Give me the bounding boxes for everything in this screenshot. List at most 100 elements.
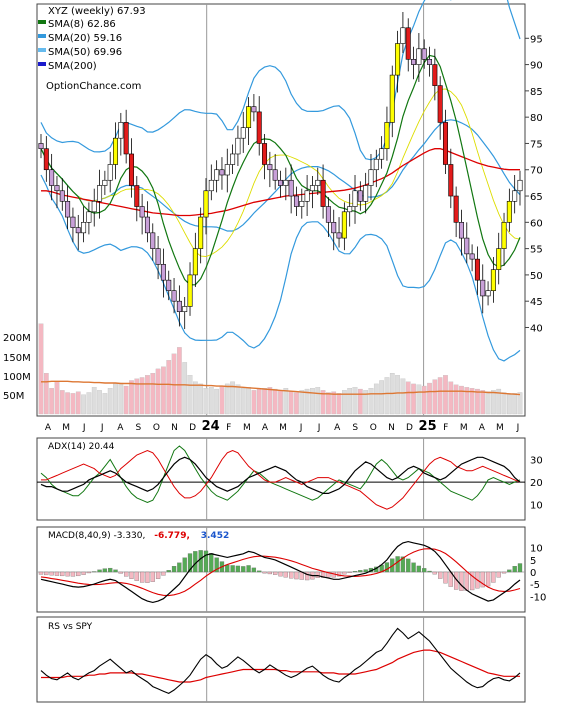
macd-line (40, 540, 521, 604)
volume-bar (304, 388, 310, 415)
candle-body (102, 179, 108, 186)
candle-body (176, 300, 182, 313)
volume-bar (437, 377, 443, 415)
x-tick-label: F (443, 423, 448, 433)
volume-bar (443, 375, 448, 415)
candle-body (432, 64, 438, 86)
price-legend: XYZ (weekly) 67.93 SMA(8) 62.86 SMA(20) 5… (38, 6, 146, 92)
macd-signal-line (40, 548, 521, 597)
macd-histogram-bar (230, 565, 235, 573)
volume-bar (326, 392, 331, 415)
grid (37, 4, 525, 702)
x-tick-label: J (82, 423, 86, 433)
volume-bar (81, 394, 86, 415)
macd-histogram-bar (209, 553, 214, 573)
volume-bar (246, 387, 251, 415)
rs-average-line (41, 649, 520, 683)
macd-histogram-bar (326, 571, 331, 578)
volume-bar (379, 380, 384, 415)
macd-histogram-bar (416, 565, 422, 573)
candle-body (272, 169, 278, 181)
candle-body (65, 200, 71, 218)
x-tick-label: A (262, 423, 269, 433)
adx-panel (36, 437, 526, 521)
candle-body (251, 106, 257, 113)
volume-bar (453, 384, 459, 415)
volume-bar (54, 381, 60, 415)
volume-bar (145, 375, 150, 415)
volume-bar (75, 391, 81, 415)
volume-tick-label: 200M (3, 333, 31, 344)
x-tick-label: D (189, 423, 196, 433)
volume-bar (208, 387, 214, 415)
macd-histogram-bar (496, 571, 501, 578)
candle-body (277, 179, 283, 186)
axis-labels: A M J J A S O N D 24 F M A M J J A S O N D 25 F M A M J95908580757… (3, 34, 546, 603)
price-tick-label: 55 (530, 245, 543, 256)
macd-histogram-bar (86, 571, 92, 574)
candle-body (166, 279, 172, 291)
macd-histogram-bar (267, 571, 273, 575)
macd-histogram-bar (480, 571, 485, 588)
macd-histogram-bar (203, 550, 209, 573)
volume-bar (86, 392, 92, 415)
candle-body (192, 248, 198, 276)
volume-bar (150, 372, 156, 415)
macd-tick-label: 5 (530, 556, 536, 567)
volume-bar (118, 382, 124, 415)
volume-bar (507, 394, 512, 415)
volume-bar (352, 387, 358, 415)
candle-body (70, 216, 76, 228)
x-tick-label: J (100, 423, 104, 433)
candle-body (49, 169, 55, 186)
x-tick-label: N (388, 423, 395, 433)
macd-histogram-bar (352, 571, 358, 573)
volume-bar (288, 391, 294, 415)
macd-histogram-bar (512, 566, 517, 573)
volume-average-line (41, 380, 521, 396)
macd-panel (36, 526, 526, 613)
price-series (38, 0, 523, 362)
price-tick-label: 40 (530, 323, 543, 334)
candle-body (474, 258, 480, 281)
candle-body (86, 211, 92, 223)
candle-body (283, 179, 289, 186)
price-tick-label: 70 (530, 166, 543, 177)
volume-bar (501, 392, 507, 415)
candle-body (246, 106, 252, 128)
macd-histogram-bar (438, 571, 443, 579)
macd-histogram-bar (464, 571, 469, 591)
legend-label: SMA(20) 59.16 (48, 33, 122, 44)
volume-bar (373, 383, 379, 415)
macd-histogram-bar (118, 571, 123, 574)
x-tick-label: D (406, 423, 413, 433)
x-tick-label: O (153, 423, 160, 433)
macd-histogram-bar (459, 571, 464, 591)
macd-histogram-bar (38, 571, 44, 575)
candle-body (235, 137, 241, 155)
volume-bar (224, 383, 230, 415)
macd-histogram-bar (150, 571, 155, 582)
ticker-label: XYZ (weekly) 67.93 (48, 6, 146, 17)
adx-tick-label: 30 (530, 456, 543, 467)
volume-bar (49, 388, 54, 415)
candle-body (59, 190, 65, 202)
macd-histogram-bar (517, 563, 523, 573)
minus-di-line (41, 449, 521, 510)
x-tick-label: A (45, 423, 52, 433)
volume-bar (139, 377, 145, 415)
volume-bar (65, 392, 70, 415)
macd-histogram-bar (241, 566, 246, 573)
volume-bar (512, 393, 518, 415)
price-tick-label: 60 (530, 218, 543, 229)
macd-histogram-bar (49, 571, 54, 576)
price-panel (36, 3, 526, 417)
macd-histogram-bar (134, 571, 139, 581)
volume-bar (283, 388, 289, 415)
x-tick-label: S (136, 423, 142, 433)
macd-histogram-bar (155, 571, 161, 579)
macd-histogram-bar (342, 571, 347, 575)
volume-bar (384, 377, 390, 415)
candle-body (230, 153, 236, 165)
volume-bar (278, 390, 283, 415)
